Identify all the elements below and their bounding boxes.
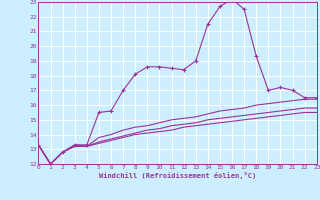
X-axis label: Windchill (Refroidissement éolien,°C): Windchill (Refroidissement éolien,°C) [99,172,256,179]
